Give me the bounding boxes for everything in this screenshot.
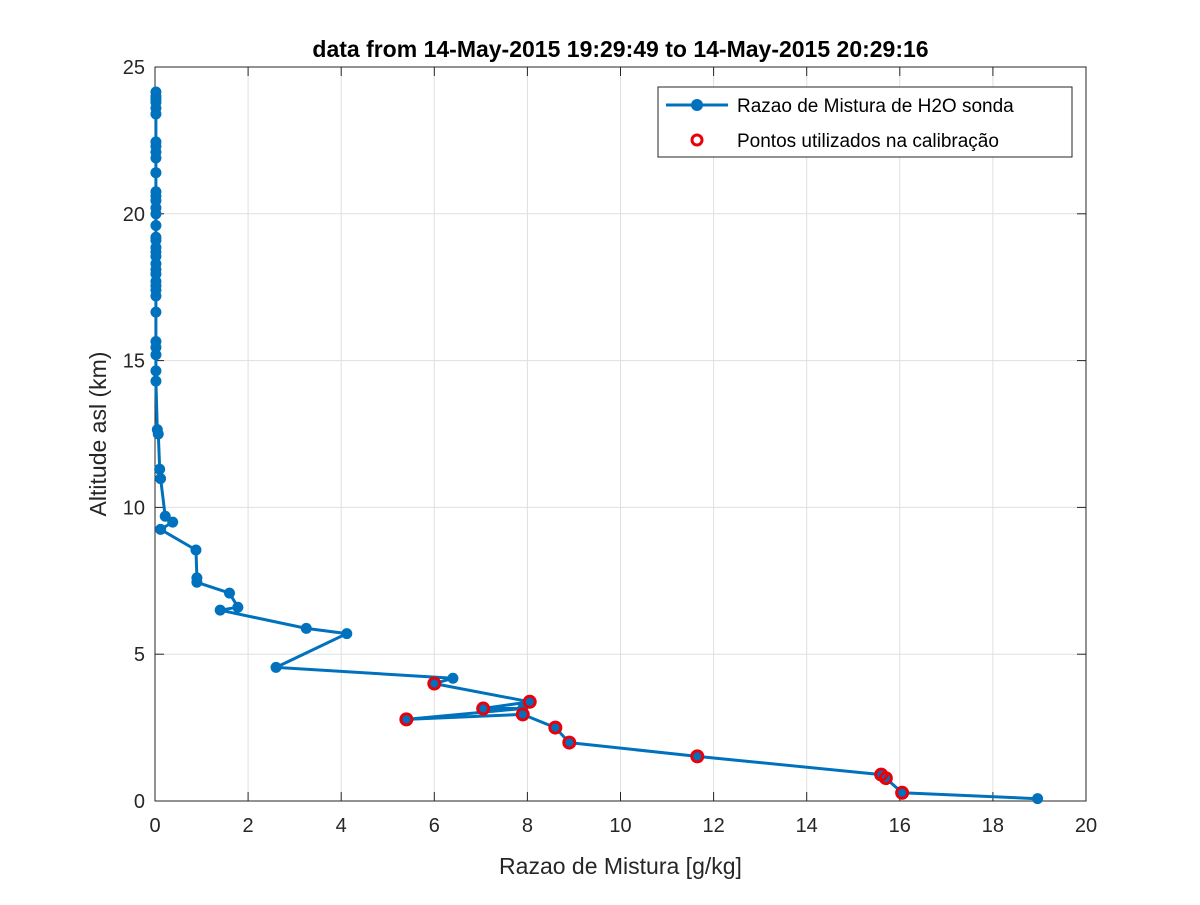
x-tick-label: 14	[796, 815, 818, 837]
x-tick-label: 6	[429, 815, 440, 837]
sonda-data-point	[896, 787, 908, 799]
sonda-data-point	[232, 601, 244, 613]
sonda-data-point	[150, 375, 162, 387]
sonda-data-point	[155, 473, 167, 485]
sonda-data-point	[150, 231, 162, 243]
calibration-point	[548, 720, 563, 735]
x-tick-label: 20	[1075, 815, 1097, 837]
calibration-point	[562, 735, 577, 750]
y-tick-label: 20	[123, 204, 145, 226]
y-tick-label: 5	[134, 644, 145, 666]
sonda-data-point	[270, 661, 282, 673]
sonda-data-point	[1032, 793, 1044, 805]
x-tick-label: 12	[702, 815, 724, 837]
sonda-data-point	[150, 167, 162, 179]
legend: Razao de Mistura de H2O sonda Pontos uti…	[657, 86, 1073, 158]
x-tick-label: 2	[243, 815, 254, 837]
x-tick-label: 0	[149, 815, 160, 837]
sonda-data-point	[150, 336, 162, 348]
sonda-data-point	[191, 572, 203, 584]
sonda-data-point	[150, 136, 162, 148]
legend-label-calibracao: Pontos utilizados na calibração	[737, 131, 999, 152]
x-tick-label: 4	[336, 815, 347, 837]
sonda-data-point	[151, 424, 163, 436]
sonda-data-point	[428, 678, 440, 690]
sonda-data-point	[150, 86, 162, 98]
calibration-point	[427, 676, 442, 691]
x-axis-label: Razao de Mistura [g/kg]	[499, 853, 742, 879]
x-tick-label: 8	[522, 815, 533, 837]
calibration-point	[399, 712, 414, 727]
chart-title: data from 14-May-2015 19:29:49 to 14-May…	[312, 36, 928, 62]
sonda-data-point	[447, 672, 459, 684]
x-tick-label: 10	[609, 815, 631, 837]
sonda-data-point	[563, 737, 575, 749]
legend-box	[657, 86, 1073, 158]
sonda-data-point	[549, 722, 561, 734]
y-tick-label: 25	[123, 57, 145, 79]
sonda-data-point	[154, 463, 166, 475]
legend-label-sonda: Razao de Mistura de H2O sonda	[737, 96, 1014, 117]
legend-marker-sonda	[691, 99, 703, 111]
axis-ticks: 0 2 4 6 8 10 12 14 16 18 20 0 5 10 15 20 25	[123, 57, 1097, 837]
y-tick-label: 0	[134, 791, 145, 813]
y-axis-label: Altitude asl (km)	[85, 352, 111, 517]
sonda-data-point	[167, 516, 179, 528]
sonda-data-point	[477, 703, 489, 715]
legend-marker-calibracao	[690, 133, 704, 147]
sonda-data-point	[190, 544, 202, 556]
calibration-point	[515, 707, 530, 722]
sonda-data-point	[155, 523, 167, 535]
sonda-data-point	[150, 186, 162, 198]
y-tick-label: 10	[123, 497, 145, 519]
calibration-point	[895, 785, 910, 800]
sonda-data-point	[341, 628, 353, 640]
y-tick-label: 15	[123, 351, 145, 373]
x-tick-label: 18	[982, 815, 1004, 837]
sonda-data-point	[400, 713, 412, 725]
sonda-data-point	[150, 220, 162, 232]
sonda-data-point	[150, 365, 162, 377]
sonda-data-point	[223, 587, 235, 599]
sonda-data-point	[524, 696, 536, 708]
data-series	[150, 86, 1044, 805]
x-tick-label: 16	[889, 815, 911, 837]
sonda-data-point	[159, 510, 171, 522]
sonda-data-point	[150, 306, 162, 318]
calibration-point	[690, 749, 705, 764]
sonda-data-point	[214, 604, 226, 616]
sonda-data-point	[300, 622, 312, 634]
calibration-point	[874, 767, 889, 782]
sonda-data-point	[691, 750, 703, 762]
calibration-point	[476, 701, 491, 716]
calibration-point	[522, 694, 537, 709]
